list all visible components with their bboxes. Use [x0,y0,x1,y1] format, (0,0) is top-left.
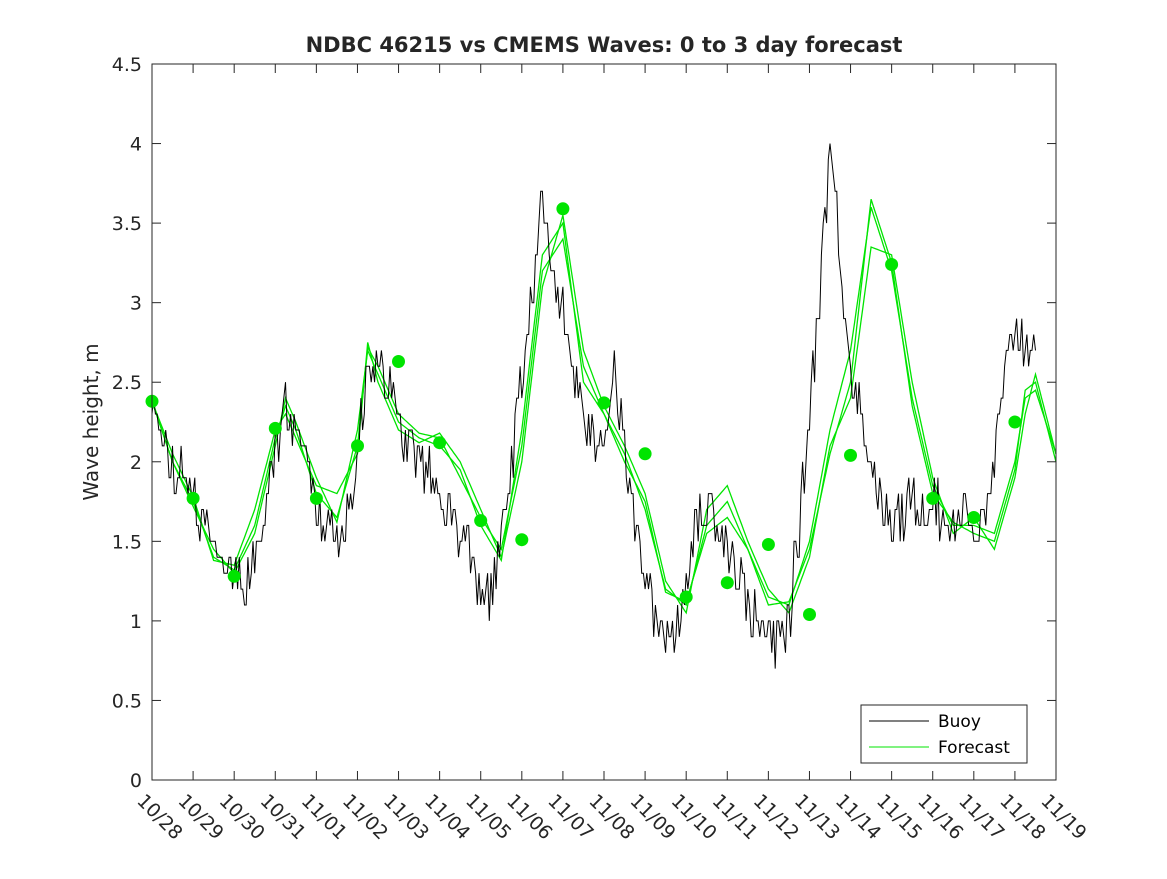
forecast-line-3 [151,199,1057,606]
forecast-marker [803,608,816,621]
y-tick-label: 2 [130,452,142,474]
x-tick-label: 11/01 [297,790,351,844]
legend-label-forecast: Forecast [938,738,1010,758]
legend-box [860,704,1028,764]
x-tick-label: 10/29 [174,790,228,844]
forecast-marker [1008,415,1022,429]
x-tick-label: 11/02 [338,790,392,844]
y-tick-label: 3 [130,293,142,315]
forecast-marker [515,533,529,547]
x-tick-label: 11/17 [954,790,1008,844]
x-tick-label: 11/14 [831,790,885,844]
forecast-marker [967,511,981,524]
x-tick-label: 11/09 [626,790,680,844]
x-tick-label: 10/28 [132,790,186,844]
x-tick-label: 11/15 [872,790,926,844]
y-tick-label: 1 [130,611,142,633]
x-tick-label: 11/18 [995,790,1049,844]
plot-area [145,143,1057,669]
y-tick-label: 2.5 [112,372,142,394]
x-tick-label: 11/16 [913,790,967,844]
forecast-marker [844,448,857,462]
forecast-marker [926,491,940,505]
forecast-marker [885,258,899,271]
y-tick-label: 0.5 [112,690,142,712]
y-tick-label: 3.5 [112,213,142,235]
x-tick-label: 11/05 [461,790,515,844]
x-tick-label: 11/03 [379,790,433,844]
x-tick-label: 10/31 [256,790,310,844]
x-tick-label: 11/13 [790,790,844,844]
forecast-marker [351,439,364,453]
x-tick-label: 11/07 [543,790,597,844]
forecast-marker [227,569,241,583]
forecast-marker [638,447,652,461]
x-tick-label: 11/10 [667,790,721,844]
buoy-line [151,143,1036,669]
legend: Buoy Forecast [860,704,1028,764]
forecast-marker [720,576,734,590]
forecast-marker [761,538,775,551]
y-tick-label: 0 [130,770,142,792]
forecast-marker [597,396,611,410]
forecast-marker [186,491,200,505]
x-tick-label: 11/12 [749,790,803,844]
y-tick-label: 1.5 [112,531,142,553]
forecast-marker [392,355,405,368]
y-tick-label: 4.5 [112,54,142,76]
forecast-marker [268,421,282,435]
x-tick-label: 11/08 [584,790,638,844]
forecast-marker [309,491,323,505]
forecast-marker [556,202,570,216]
y-tick-label: 4 [130,134,142,156]
x-tick-label: 11/06 [502,790,556,844]
x-tick-label: 10/30 [215,790,269,844]
forecast-marker [433,436,447,450]
legend-label-buoy: Buoy [938,712,981,732]
chart-title: NDBC 46215 vs CMEMS Waves: 0 to 3 day fo… [306,33,903,57]
y-axis-label: Wave height, m [79,343,103,500]
x-tick-label: 11/11 [708,790,762,844]
forecast-marker [679,590,693,604]
x-tick-label: 11/04 [420,790,474,844]
forecast-marker [474,514,488,528]
x-tick-label: 11/19 [1036,790,1090,844]
